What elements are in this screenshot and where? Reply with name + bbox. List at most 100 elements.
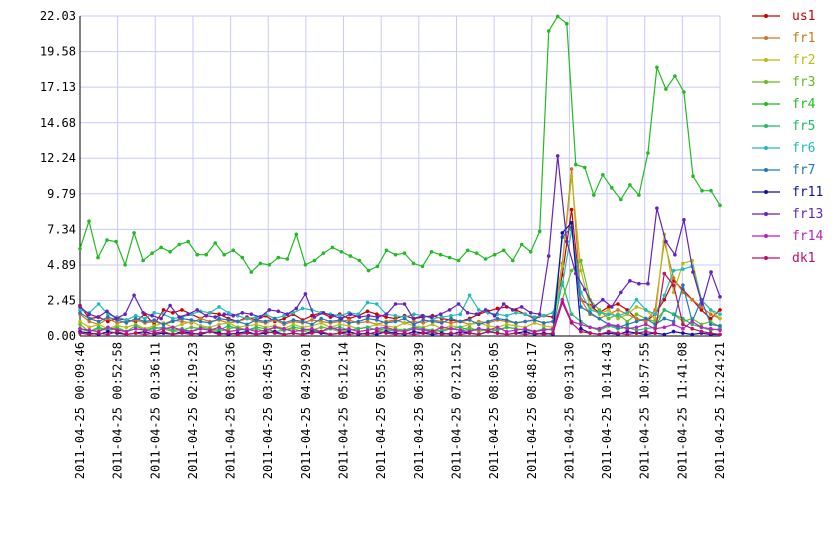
series-fr1 [78,167,722,327]
data-point [254,329,258,334]
data-point [504,322,509,327]
data-point [465,248,470,253]
y-tick-label: 0.00 [47,329,76,343]
data-point [569,220,574,225]
data-point [421,321,426,325]
data-point [300,319,305,324]
data-point [150,251,154,255]
data-point [616,324,620,328]
data-point [249,270,254,274]
data-point [375,315,380,319]
data-point [291,318,296,322]
data-point [402,321,407,325]
data-point [412,319,416,324]
series-line-fr13 [79,155,721,320]
data-point [337,331,342,335]
legend-swatch-marker [764,212,768,216]
data-point [610,305,614,309]
data-point [375,322,379,327]
data-point [152,318,156,322]
legend-label: dk1 [792,251,815,266]
data-point [328,325,333,330]
data-point [124,321,129,325]
data-point [601,173,605,177]
data-point [168,250,172,254]
data-point [310,322,314,327]
data-point [588,308,592,312]
data-point [653,331,657,335]
data-point [375,264,380,269]
data-point [180,308,184,312]
data-point [384,321,388,325]
data-point [106,319,110,324]
data-point [337,328,342,333]
data-point [483,257,488,261]
legend: us1 fr1 fr2 fr3 fr4 fr5 fr6 fr7 fr11 fr13 fr14 dk1 [752,9,823,266]
data-point [449,313,453,318]
data-point [671,322,676,327]
data-point [375,318,379,322]
data-point [681,326,685,331]
data-point [447,255,452,260]
data-point [365,328,370,333]
x-tick-label: 2011-04-25 08:05:05 [487,342,501,479]
data-point [449,326,453,331]
x-tick-label: 2011-04-25 09:31:30 [562,342,576,479]
data-point [449,321,453,325]
data-point [682,90,686,94]
data-point [133,316,138,321]
data-point [601,297,605,302]
series-line-fr14 [79,297,721,333]
data-point [319,329,324,334]
data-point [439,321,444,325]
series-fr7 [78,225,722,330]
data-point [560,300,565,305]
legend-label: us1 [792,9,815,24]
legend-swatch-marker [764,102,768,106]
data-point [523,326,527,331]
data-point [542,321,546,325]
data-point [217,305,221,309]
data-point [700,302,704,306]
legend-item-fr5: fr5 [752,119,815,134]
data-point [143,316,147,321]
x-tick-label: 2011-04-25 02:19:23 [186,342,200,479]
data-point [528,250,533,254]
data-point [412,312,416,317]
data-point [501,302,506,306]
data-point [673,74,677,78]
data-point [337,313,342,318]
data-point [143,328,147,333]
data-point [254,332,258,337]
x-tick-label: 2011-04-25 00:09:46 [73,342,87,479]
data-point [189,329,194,334]
data-point [276,255,281,260]
data-point [254,325,258,330]
x-tick-label: 2011-04-25 00:52:58 [111,342,125,479]
data-point [588,331,592,335]
data-point [458,328,463,333]
data-point [78,326,82,331]
data-point [347,326,351,331]
x-tick-label: 2011-04-25 04:29:01 [299,342,313,479]
data-point [384,315,388,319]
data-point [628,183,632,187]
data-point [430,319,435,324]
data-point [217,325,221,330]
data-point [124,325,129,330]
data-point [213,241,217,245]
data-point [532,315,537,319]
y-tick-labels: 0.00 2.45 4.89 7.34 9.79 12.24 14.68 17.13 19.58… [40,9,76,343]
data-point [421,331,426,335]
data-point [486,324,490,328]
data-point [449,331,453,335]
data-point [653,319,657,324]
data-point [132,231,136,235]
data-point [231,248,235,253]
data-point [606,322,611,327]
data-point [143,332,147,337]
data-point [198,331,203,335]
data-point [328,319,333,324]
legend-item-fr11: fr11 [752,185,823,200]
data-point [532,321,537,325]
